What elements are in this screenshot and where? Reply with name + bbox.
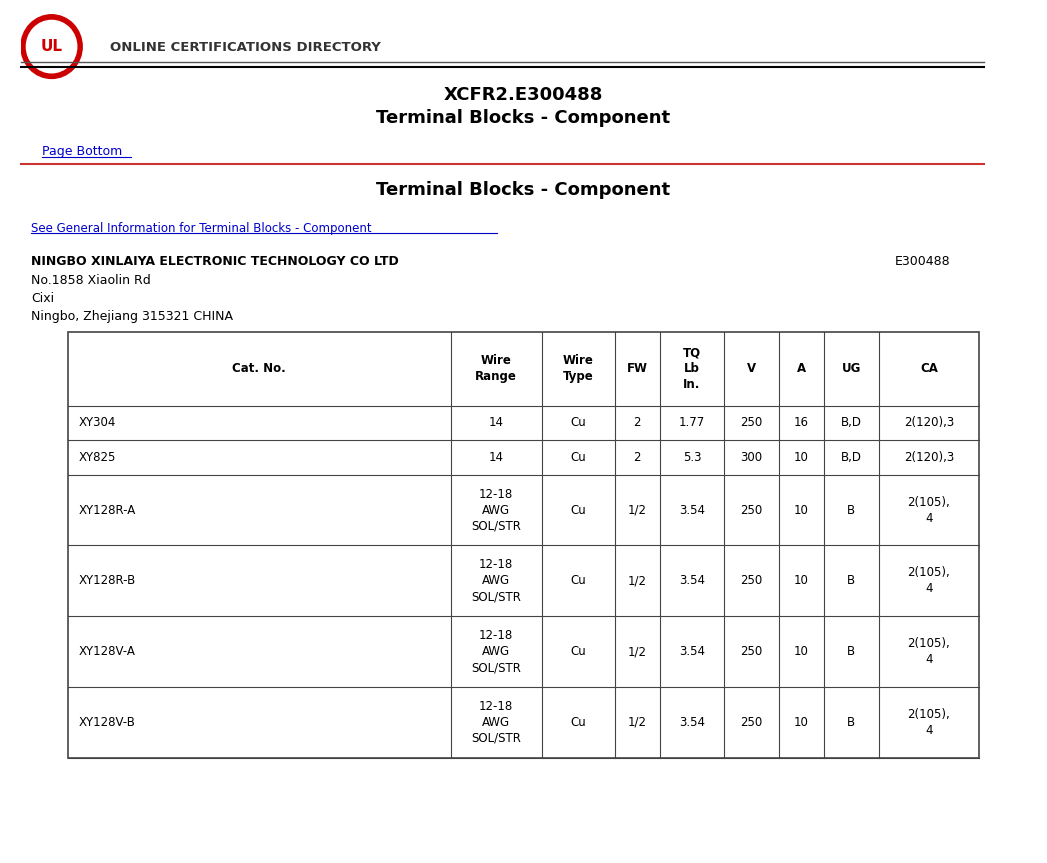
Text: V: V — [747, 362, 756, 375]
Text: FW: FW — [627, 362, 648, 375]
Text: 3.54: 3.54 — [680, 574, 705, 588]
Text: 12-18
AWG
SOL/STR: 12-18 AWG SOL/STR — [471, 629, 521, 674]
Text: A: A — [797, 362, 806, 375]
Point — [608, 327, 621, 337]
Text: 1/2: 1/2 — [628, 645, 647, 658]
Text: 12-18
AWG
SOL/STR: 12-18 AWG SOL/STR — [471, 700, 521, 745]
Circle shape — [26, 21, 76, 72]
Text: Ningbo, Zhejiang 315321 CHINA: Ningbo, Zhejiang 315321 CHINA — [31, 310, 233, 323]
Point — [717, 753, 730, 763]
Point — [872, 327, 885, 337]
Text: B: B — [847, 503, 855, 517]
Point — [872, 753, 885, 763]
Text: 3.54: 3.54 — [680, 715, 705, 729]
Text: Cu: Cu — [571, 574, 586, 588]
Text: E300488: E300488 — [895, 255, 951, 268]
Text: 2(105),
4: 2(105), 4 — [908, 495, 951, 525]
Point — [773, 327, 785, 337]
Text: XY825: XY825 — [79, 450, 116, 464]
Point — [653, 327, 667, 337]
Text: 3.54: 3.54 — [680, 503, 705, 517]
Text: 2(120),3: 2(120),3 — [904, 416, 954, 430]
Text: 250: 250 — [740, 715, 762, 729]
Text: Cu: Cu — [571, 416, 586, 430]
Circle shape — [21, 15, 82, 79]
Text: XY128R-A: XY128R-A — [79, 503, 136, 517]
Point — [444, 327, 456, 337]
Text: 1.77: 1.77 — [678, 416, 705, 430]
Text: B,D: B,D — [841, 416, 862, 430]
Point — [818, 753, 830, 763]
Text: Wire
Type: Wire Type — [562, 355, 594, 383]
Text: XY128V-A: XY128V-A — [79, 645, 135, 658]
Text: Cu: Cu — [571, 450, 586, 464]
Text: B: B — [847, 645, 855, 658]
Text: XCFR2.E300488: XCFR2.E300488 — [444, 86, 603, 104]
Text: 14: 14 — [489, 450, 504, 464]
Point — [535, 753, 548, 763]
Text: 16: 16 — [794, 416, 809, 430]
Text: 250: 250 — [740, 574, 762, 588]
Point — [818, 327, 830, 337]
Text: UG: UG — [842, 362, 861, 375]
Bar — [68, 332, 979, 758]
Text: B: B — [847, 574, 855, 588]
Text: 5.3: 5.3 — [683, 450, 701, 464]
Text: Wire
Range: Wire Range — [475, 355, 517, 383]
Text: 10: 10 — [794, 715, 808, 729]
Text: 12-18
AWG
SOL/STR: 12-18 AWG SOL/STR — [471, 488, 521, 532]
Text: 2(120),3: 2(120),3 — [904, 450, 954, 464]
Text: 10: 10 — [794, 574, 808, 588]
Text: 2(105),
4: 2(105), 4 — [908, 637, 951, 666]
Text: XY304: XY304 — [79, 416, 116, 430]
Text: Page Bottom: Page Bottom — [42, 145, 122, 158]
Text: B: B — [847, 715, 855, 729]
Text: B,D: B,D — [841, 450, 862, 464]
Text: Terminal Blocks - Component: Terminal Blocks - Component — [377, 181, 670, 199]
Point — [608, 753, 621, 763]
Text: 1/2: 1/2 — [628, 715, 647, 729]
Text: No.1858 Xiaolin Rd: No.1858 Xiaolin Rd — [31, 274, 151, 287]
Text: Terminal Blocks - Component: Terminal Blocks - Component — [377, 109, 670, 127]
Point — [444, 753, 456, 763]
Text: Cu: Cu — [571, 715, 586, 729]
Text: UL: UL — [41, 39, 63, 54]
Text: 14: 14 — [489, 416, 504, 430]
Text: 3.54: 3.54 — [680, 645, 705, 658]
Point — [653, 753, 667, 763]
Text: Cixi: Cixi — [31, 292, 54, 305]
Text: XY128R-B: XY128R-B — [79, 574, 136, 588]
Text: XY128V-B: XY128V-B — [79, 715, 135, 729]
Text: Cat. No.: Cat. No. — [232, 362, 286, 375]
Text: 1/2: 1/2 — [628, 503, 647, 517]
Text: 300: 300 — [740, 450, 762, 464]
Text: 2: 2 — [633, 450, 641, 464]
Text: 250: 250 — [740, 503, 762, 517]
Text: Cu: Cu — [571, 645, 586, 658]
Text: 2(105),
4: 2(105), 4 — [908, 566, 951, 595]
Text: TQ
Lb
In.: TQ Lb In. — [683, 346, 701, 392]
Point — [717, 327, 730, 337]
Text: Cu: Cu — [571, 503, 586, 517]
Point — [535, 327, 548, 337]
Point — [773, 753, 785, 763]
Text: 10: 10 — [794, 450, 808, 464]
Text: 2(105),
4: 2(105), 4 — [908, 708, 951, 737]
Text: 250: 250 — [740, 416, 762, 430]
Text: 1/2: 1/2 — [628, 574, 647, 588]
Text: 12-18
AWG
SOL/STR: 12-18 AWG SOL/STR — [471, 558, 521, 603]
Text: See General Information for Terminal Blocks - Component: See General Information for Terminal Blo… — [31, 222, 372, 235]
Text: NINGBO XINLAIYA ELECTRONIC TECHNOLOGY CO LTD: NINGBO XINLAIYA ELECTRONIC TECHNOLOGY CO… — [31, 255, 399, 268]
Text: 2: 2 — [633, 416, 641, 430]
Text: 250: 250 — [740, 645, 762, 658]
Text: ONLINE CERTIFICATIONS DIRECTORY: ONLINE CERTIFICATIONS DIRECTORY — [110, 41, 381, 54]
Text: 10: 10 — [794, 503, 808, 517]
Text: 10: 10 — [794, 645, 808, 658]
Text: CA: CA — [920, 362, 938, 375]
